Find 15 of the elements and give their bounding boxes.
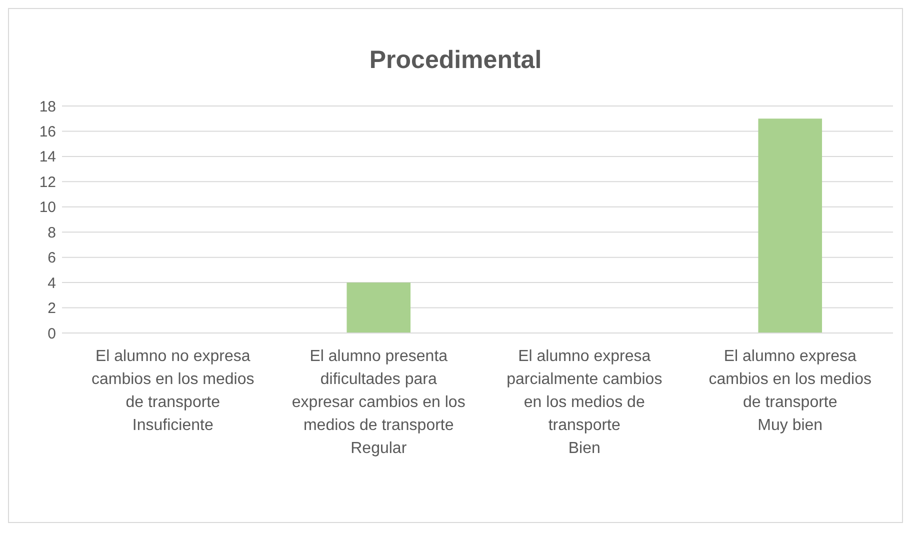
y-tick-label: 8 [48,224,56,242]
y-tick-label: 14 [39,148,56,166]
x-tick-label: El alumno no expresa cambios en los medios de transporte Insuficiente [92,348,254,434]
x-tick-label: El alumno expresa parcialmente cambios en los medios de transporte Bien [506,348,662,457]
y-tick-label: 18 [39,98,56,116]
y-tick-label: 4 [48,274,56,292]
x-tick-label: El alumno expresa cambios en los medios de transporte Muy bien [708,348,872,434]
chart-title: Procedimental [369,46,542,74]
y-tick-label: 12 [39,174,56,191]
y-tick-label: 2 [48,300,56,318]
y-tick-label: 16 [39,123,56,140]
y-tick-label: 0 [48,325,56,342]
x-tick-label: El alumno presenta dificultades para expresar cambios en los medios de transporte Regular [292,348,466,457]
y-tick-label: 6 [48,250,56,267]
y-tick-label: 10 [39,199,56,216]
